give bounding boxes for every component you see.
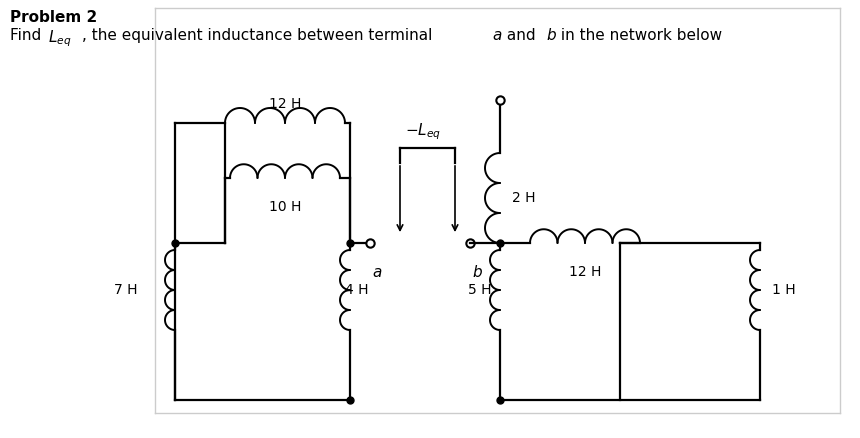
Text: a: a [372,265,381,280]
Text: 2 H: 2 H [512,191,536,205]
Text: a: a [492,28,501,43]
Text: Problem 2: Problem 2 [10,10,97,25]
Text: 12 H: 12 H [269,97,301,111]
Text: b: b [472,265,482,280]
Text: 12 H: 12 H [568,265,601,279]
Text: 7 H: 7 H [114,283,137,297]
Text: 10 H: 10 H [269,200,301,214]
Text: 4 H: 4 H [345,283,368,297]
Text: 1 H: 1 H [772,283,796,297]
Text: , the equivalent inductance between terminal: , the equivalent inductance between term… [82,28,437,43]
Text: in the network below: in the network below [556,28,722,43]
Text: and: and [502,28,540,43]
Text: $-L_{eq}$: $-L_{eq}$ [405,121,441,142]
Text: b: b [546,28,556,43]
Text: 5 H: 5 H [469,283,492,297]
Text: $L_{eq}$: $L_{eq}$ [48,28,71,49]
Text: Find: Find [10,28,46,43]
